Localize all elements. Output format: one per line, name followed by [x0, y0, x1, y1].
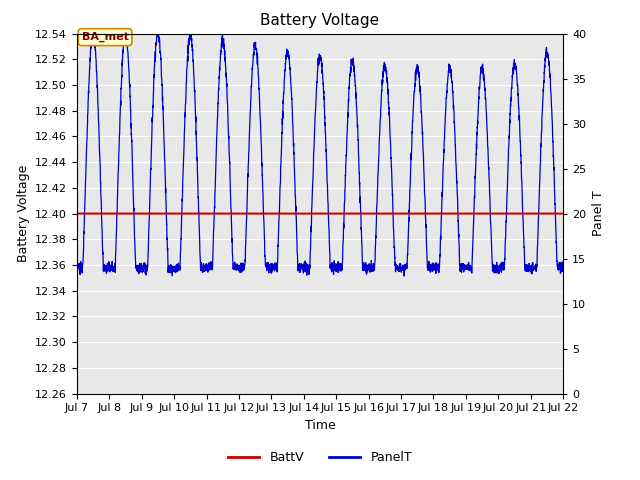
X-axis label: Time: Time [305, 419, 335, 432]
Y-axis label: Battery Voltage: Battery Voltage [17, 165, 29, 262]
Y-axis label: Panel T: Panel T [592, 191, 605, 237]
Text: BA_met: BA_met [82, 32, 129, 42]
Legend: BattV, PanelT: BattV, PanelT [223, 446, 417, 469]
Title: Battery Voltage: Battery Voltage [260, 13, 380, 28]
